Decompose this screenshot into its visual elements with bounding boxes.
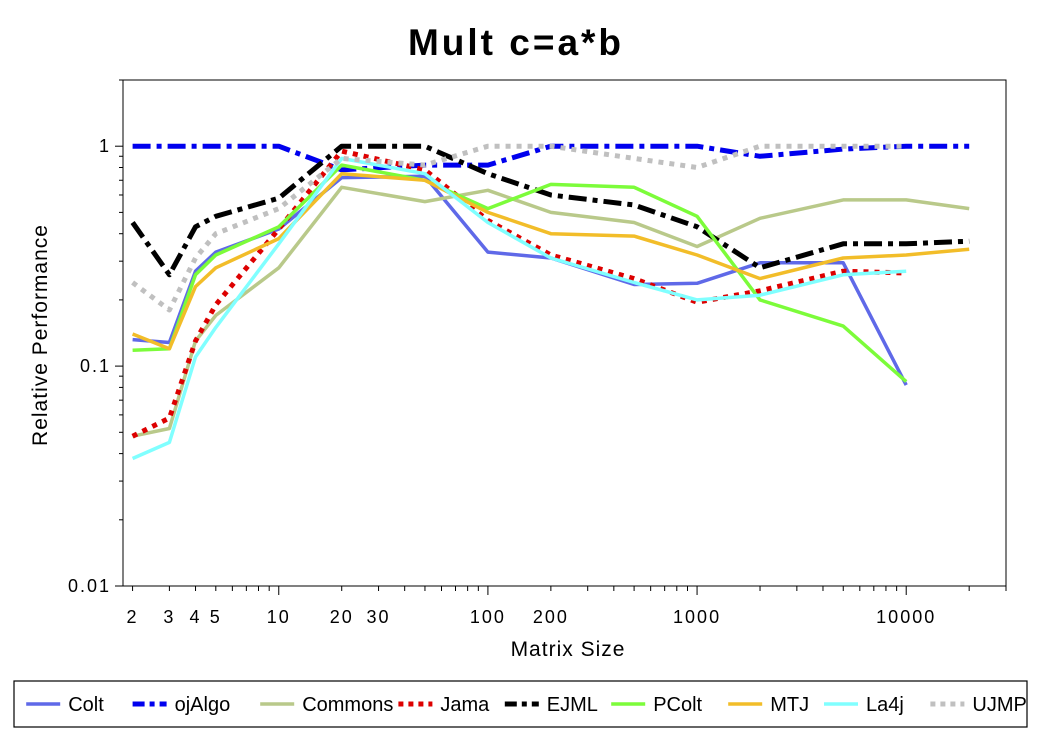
series-line-pcolt [132,163,908,383]
x-tick-label: 30 [367,607,391,627]
series-line-ojalgo [132,143,970,173]
series-line-colt [132,174,908,386]
legend-label-mtj: MTJ [770,694,809,716]
legend-label-ejml: EJML [547,694,598,716]
x-tick-label: 10 [267,607,291,627]
chart-title: Mult c=a*b [408,22,624,63]
legend-label-commons: Commons [302,694,393,716]
x-tick-label: 1000 [673,607,721,627]
y-tick-label: 1 [99,136,111,156]
legend-label-colt: Colt [68,694,104,716]
legend-label-ujmp: UJMP [972,694,1026,716]
x-tick-label: 2 [127,607,139,627]
legend-label-la4j: La4j [866,694,904,716]
series-line-jama [131,148,907,439]
y-tick-label: 0.1 [80,356,111,376]
x-tick-label: 10000 [876,607,936,627]
series-line-la4j [131,156,907,461]
legend-label-jama: Jama [440,694,490,716]
series-line-ujmp [131,143,907,313]
series-line-ejml [130,143,970,278]
x-tick-label: 5 [210,607,222,627]
x-tick-label: 3 [163,607,175,627]
plot-frame [122,79,1007,587]
y-tick-label: 0.01 [68,576,111,596]
axes: 0.01 0.1 1 2 3 4 5 10 20 30 100 200 1000 10000 [68,79,1007,627]
legend-label-pcolt: PColt [653,694,702,716]
series-lines [130,143,970,461]
series-line-commons [132,185,970,438]
x-tick-label: 200 [533,607,569,627]
series-line-mtj [131,171,970,351]
x-tick-label: 100 [470,607,506,627]
x-tick-label: 4 [190,607,202,627]
x-axis-label: Matrix Size [511,638,626,661]
x-tick-label: 20 [330,607,354,627]
legend-box [13,680,1028,728]
legend: Colt ojAlgo Commons Jama EJML PColt MTJ La4j UJM… [13,680,1028,728]
legend-label-ojalgo: ojAlgo [175,694,231,716]
y-axis-label: Relative Performance [29,224,52,446]
